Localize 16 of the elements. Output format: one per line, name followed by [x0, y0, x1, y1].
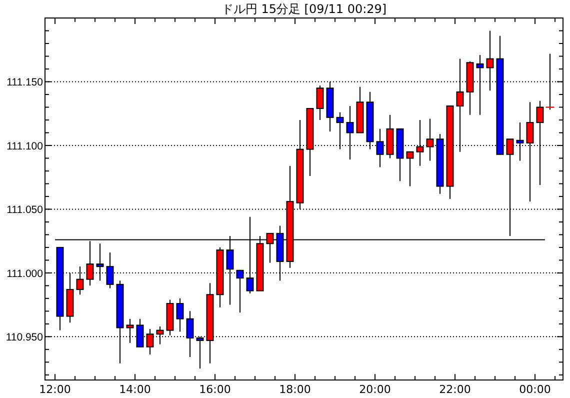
x-tick-label: 12:00	[39, 383, 71, 396]
y-tick-label: 111.150	[6, 76, 44, 89]
y-tick-label: 111.050	[6, 204, 44, 216]
chart-title: ドル円 15分足 [09/11 00:29]	[221, 2, 387, 16]
y-tick-label: 111.100	[6, 140, 44, 152]
x-tick-label: 22:00	[439, 383, 471, 396]
y-tick-label: 111.000	[6, 268, 44, 280]
candlestick	[176, 298, 184, 332]
x-tick-label: 20:00	[359, 383, 391, 396]
x-tick-label: 14:00	[119, 383, 151, 396]
candlestick	[316, 85, 324, 120]
y-tick-label: 110.950	[6, 332, 44, 344]
x-tick-label: 00:00	[519, 383, 551, 396]
x-tick-label: 16:00	[199, 383, 231, 396]
x-tick-label: 18:00	[279, 383, 311, 396]
candlestick	[406, 151, 414, 187]
